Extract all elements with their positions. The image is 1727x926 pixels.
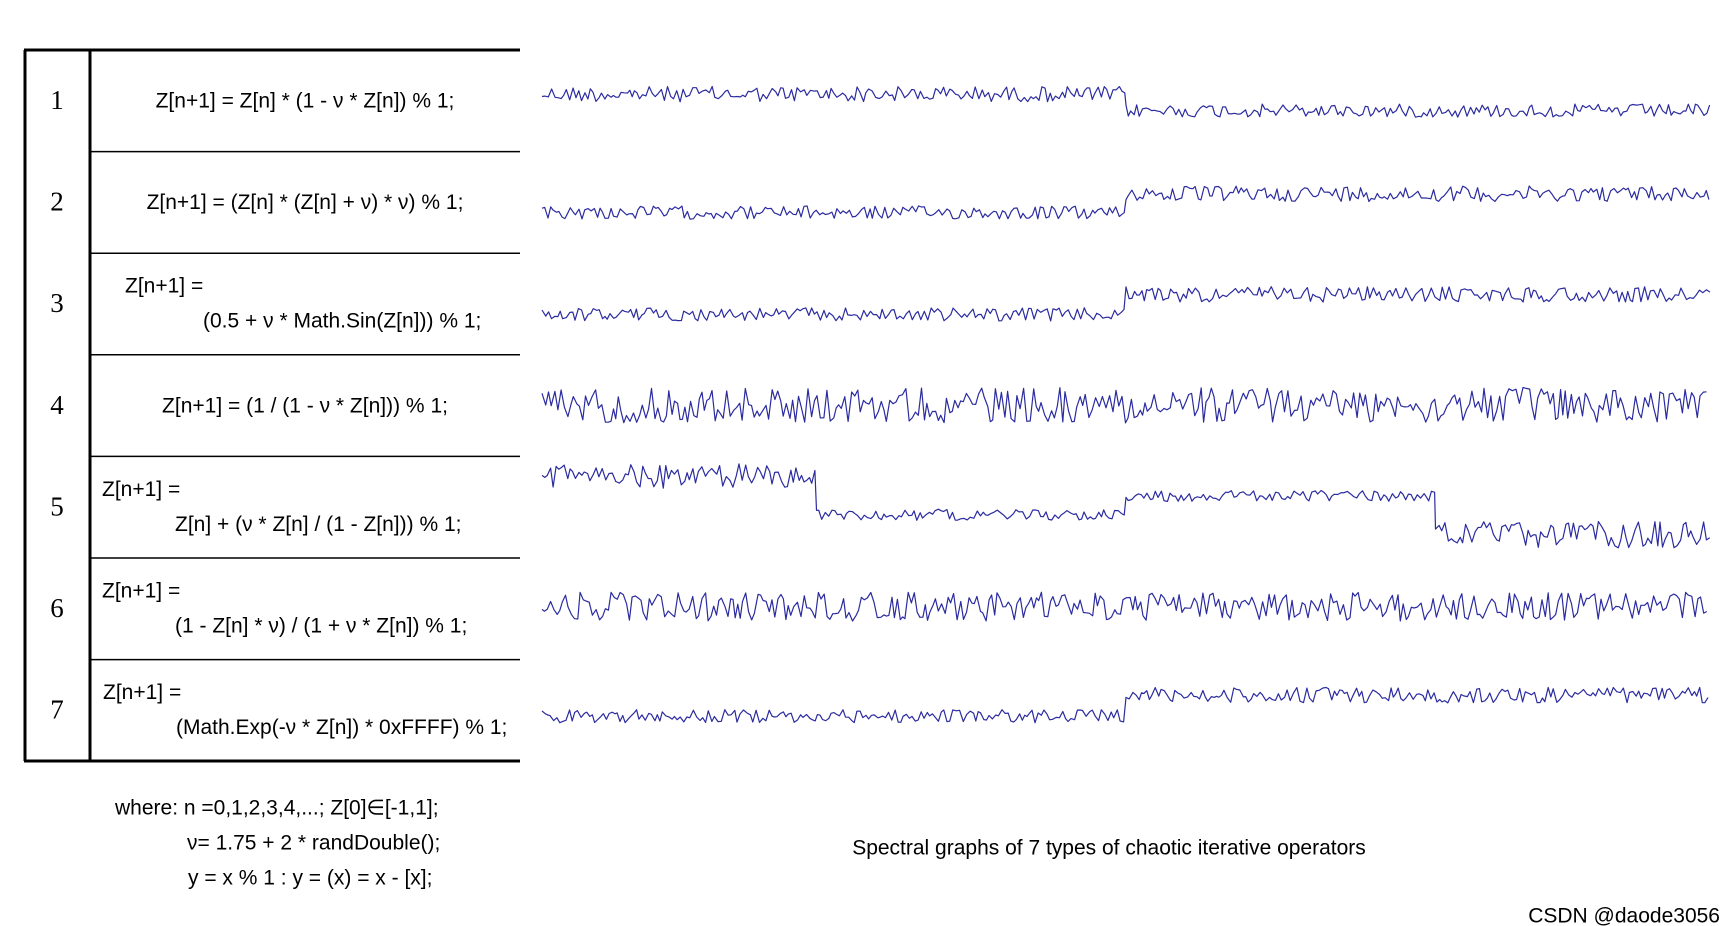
waveform [541, 386, 1707, 424]
formula: Z[n+1] = (1 / (1 - ν * Z[n])) % 1; [162, 394, 448, 417]
formula: Z[n+1] = [125, 275, 203, 298]
waveform [541, 85, 1711, 118]
row-index: 1 [50, 85, 64, 115]
row-index: 5 [50, 491, 64, 521]
formula: Z[n] + (ν * Z[n] / (1 - Z[n])) % 1; [175, 513, 461, 536]
formula: (Math.Exp(-ν * Z[n]) * 0xFFFF) % 1; [176, 716, 507, 739]
formula: Z[n+1] = Z[n] * (1 - ν * Z[n]) % 1; [156, 90, 455, 113]
waveform [541, 185, 1710, 220]
row-index: 4 [50, 390, 64, 420]
row-index: 2 [50, 187, 64, 217]
row-index: 6 [50, 593, 64, 623]
waveform [541, 286, 1711, 322]
note: where: n =0,1,2,3,4,...; Z[0]∈[-1,1]; [114, 797, 439, 820]
formula: Z[n+1] = (Z[n] * (Z[n] + ν) * ν) % 1; [147, 191, 464, 214]
row-index: 7 [50, 695, 64, 725]
caption: Spectral graphs of 7 types of chaotic it… [852, 837, 1366, 860]
formula: Z[n+1] = [102, 580, 180, 603]
waveform [541, 463, 1711, 549]
watermark: CSDN @daode3056 [1528, 905, 1720, 926]
formula: Z[n+1] = [103, 681, 181, 704]
note: y = x % 1 : y = (x) = x - [x]; [188, 867, 432, 890]
waveform [541, 686, 1709, 724]
formula: (1 - Z[n] * ν) / (1 + ν * Z[n]) % 1; [175, 615, 467, 638]
row-index: 3 [50, 288, 64, 318]
formula: (0.5 + ν * Math.Sin(Z[n])) % 1; [203, 310, 481, 333]
waveform [541, 591, 1708, 622]
table-frame [23, 48, 520, 763]
formula: Z[n+1] = [102, 478, 180, 501]
note: ν= 1.75 + 2 * randDouble(); [187, 832, 440, 855]
